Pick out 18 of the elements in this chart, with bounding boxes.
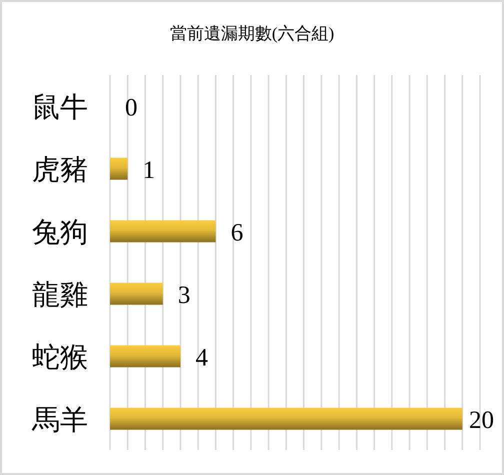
y-tick-label: 龍雞 [32, 280, 88, 311]
data-label: 6 [230, 219, 244, 246]
data-label: 20 [469, 406, 494, 434]
y-tick-label: 馬羊 [31, 404, 88, 436]
bar [110, 408, 462, 430]
y-tick-label: 虎豬 [32, 154, 88, 186]
bar [110, 158, 128, 180]
bar [110, 345, 180, 368]
bar [110, 282, 163, 305]
bar [110, 220, 216, 242]
data-label: 0 [125, 94, 138, 122]
y-tick-label: 鼠牛 [32, 92, 88, 124]
y-tick-label: 蛇猴 [32, 342, 88, 374]
chart-title: 當前遺漏期數(六合組) [170, 24, 334, 43]
y-tick-label: 兔狗 [32, 217, 88, 248]
data-label: 4 [195, 344, 208, 372]
data-label: 3 [178, 282, 190, 309]
data-label: 1 [142, 156, 156, 184]
